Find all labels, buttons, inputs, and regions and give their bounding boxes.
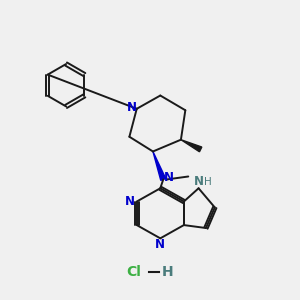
Text: N: N [164,172,174,184]
Text: H: H [203,177,211,187]
Text: N: N [125,195,135,208]
Text: Cl: Cl [126,265,141,279]
Polygon shape [181,140,202,152]
Text: N: N [155,238,165,251]
Text: H: H [161,265,173,279]
Polygon shape [153,152,166,180]
Text: N: N [127,101,137,114]
Text: N: N [194,175,204,188]
